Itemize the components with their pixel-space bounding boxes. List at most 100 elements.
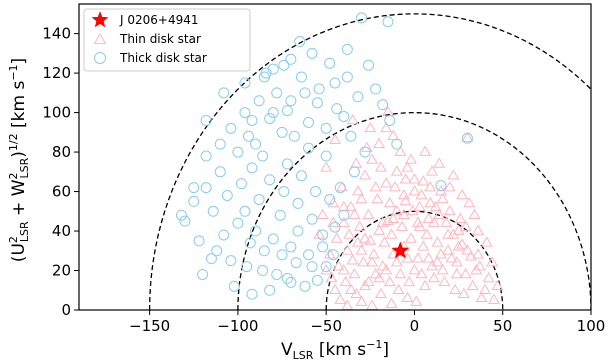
thin-disk-point [475, 291, 488, 302]
thin-disk-point [329, 133, 341, 145]
thin-disk-point [436, 264, 449, 275]
thin-disk-point [443, 181, 456, 192]
thick-disk-point [306, 47, 318, 59]
thin-disk-point [442, 244, 454, 255]
thick-disk-point [232, 217, 244, 229]
thick-disk-point [271, 87, 283, 99]
thin-disk-point [399, 194, 412, 206]
thin-disk-point [480, 236, 493, 247]
thin-disk-point [422, 252, 435, 263]
thick-disk-point [250, 138, 262, 150]
thin-disk-point [419, 279, 431, 291]
thin-disk-point [336, 181, 348, 192]
thick-disk-point [306, 213, 318, 225]
x-tick-label: −50 [310, 317, 342, 335]
thick-disk-point [258, 245, 270, 257]
thick-disk-point [239, 107, 251, 119]
y-tick-label: 100 [42, 104, 71, 122]
thin-disk-point [332, 260, 345, 271]
thin-disk-point [327, 196, 340, 208]
thin-disk-point [376, 216, 389, 227]
thick-disk-point [232, 146, 244, 158]
legend-label-thin-disk: Thin disk star [119, 32, 201, 46]
thick-disk-point [311, 97, 323, 109]
thick-disk-point [274, 209, 286, 221]
thick-disk-point [285, 276, 297, 288]
thin-disk-point [387, 129, 400, 141]
thick-disk-point [299, 280, 311, 292]
thin-disk-point [320, 264, 333, 275]
thick-disk-point [253, 193, 265, 205]
thin-disk-point [348, 267, 361, 279]
thin-disk-point [461, 131, 474, 143]
thick-disk-point [200, 150, 212, 162]
thick-disk-point [267, 63, 279, 75]
thin-disk-point [472, 224, 484, 235]
thin-disk-point [417, 175, 430, 186]
scatter-points [175, 12, 504, 310]
thin-disk-point [456, 188, 469, 200]
thin-disk-point [390, 165, 403, 176]
thin-disk-point [466, 279, 479, 291]
thin-disk-point [383, 275, 396, 287]
thin-disk-point [355, 295, 368, 306]
thick-disk-point [303, 142, 315, 154]
thick-disk-point [179, 215, 191, 227]
thick-disk-point [317, 229, 329, 241]
thin-disk-point [355, 244, 368, 255]
thin-disk-point [482, 271, 495, 283]
velocity-circles [148, 13, 591, 310]
thick-disk-point [313, 83, 325, 95]
x-tick-label: 100 [577, 317, 606, 335]
thick-disk-point [276, 249, 288, 261]
thick-disk-point [264, 284, 276, 296]
thin-disk-point [362, 208, 375, 220]
thin-disk-point [438, 275, 451, 287]
thin-disk-point [419, 145, 431, 156]
thick-disk-point [355, 12, 367, 24]
thick-disk-point [327, 249, 339, 261]
thin-disk-point [373, 271, 386, 283]
thick-disk-point [345, 130, 357, 142]
thin-disk-point [436, 192, 449, 204]
thick-disk-point [285, 95, 297, 107]
thick-disk-point [264, 113, 276, 125]
y-axis-title: (U2LSR + W2LSR)1/2 [km s−1] [7, 58, 31, 262]
thin-disk-point [387, 212, 400, 223]
thick-disk-point [225, 255, 237, 267]
thin-disk-point [366, 153, 379, 164]
thick-disk-point [320, 150, 332, 162]
thick-disk-point [228, 280, 240, 292]
thick-disk-point [288, 130, 300, 142]
thick-disk-point [303, 249, 315, 261]
thin-disk-point [344, 283, 357, 295]
thick-disk-point [384, 114, 396, 126]
x-tick-label: −100 [217, 317, 258, 335]
thick-disk-point [193, 235, 205, 247]
thick-disk-point [311, 274, 323, 286]
thin-disk-point [433, 157, 446, 168]
thin-disk-point [463, 196, 476, 208]
thin-disk-point [344, 200, 357, 212]
thin-disk-point [380, 121, 393, 133]
thick-disk-point [370, 83, 382, 95]
legend-circle-marker [94, 52, 106, 64]
thin-disk-point [359, 169, 371, 180]
thick-disk-point [214, 138, 226, 150]
thick-disk-point [260, 67, 272, 79]
thin-disk-point [383, 196, 396, 208]
thin-disk-point [357, 256, 370, 267]
thin-disk-point [380, 264, 393, 275]
thin-disk-point [367, 248, 380, 259]
thick-disk-point [246, 288, 258, 300]
thin-disk-point [408, 264, 421, 275]
thin-disk-point [427, 271, 440, 283]
thick-disk-point [281, 272, 293, 284]
thin-disk-point [397, 188, 410, 200]
legend-markers [91, 11, 109, 64]
thick-disk-point [205, 253, 217, 265]
thick-disk-point [334, 182, 346, 194]
thin-disk-point [431, 236, 444, 247]
y-tick-label: 40 [52, 222, 71, 240]
thick-disk-point [218, 87, 230, 99]
